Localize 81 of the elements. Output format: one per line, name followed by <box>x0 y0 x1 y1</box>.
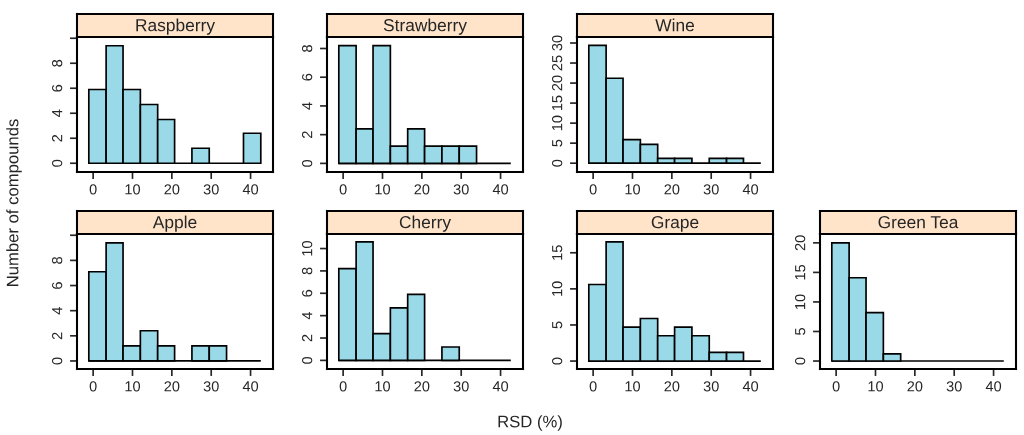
y-tick-label: 25 <box>551 55 563 71</box>
y-tick-label: 6 <box>51 282 63 289</box>
x-tick-label: 10 <box>125 184 141 195</box>
x-tick-label: 40 <box>985 381 1002 392</box>
x-tick-label: 40 <box>742 381 759 392</box>
x-tick-label: 30 <box>703 381 719 392</box>
y-tick-label: 5 <box>795 328 806 335</box>
x-tick-label: 30 <box>203 184 219 195</box>
x-tick-label: 20 <box>164 381 180 392</box>
y-tick-label: 2 <box>301 131 313 138</box>
chart-title: Grape <box>651 216 699 232</box>
y-tick-label: 2 <box>301 334 313 342</box>
y-tick-label: 8 <box>301 267 313 275</box>
y-tick-label: 6 <box>301 289 313 297</box>
x-tick-label: 40 <box>492 381 509 392</box>
chart-title: Wine <box>655 18 695 32</box>
y-tick-label: 10 <box>301 241 313 256</box>
y-tick-label: 4 <box>302 312 313 320</box>
y-tick-label: 20 <box>551 75 563 91</box>
x-tick-label: 20 <box>414 381 430 392</box>
x-tick-label: 20 <box>164 184 180 195</box>
y-tick-label: 4 <box>52 109 63 117</box>
y-tick-label: 2 <box>51 332 63 340</box>
y-tick-label: 8 <box>51 59 63 67</box>
chart-title: Raspberry <box>136 18 216 35</box>
y-tick-label: 4 <box>52 307 63 315</box>
y-axis-title: Number of compounds <box>6 119 22 286</box>
y-tick-label: 5 <box>552 139 563 147</box>
y-tick-label: 8 <box>301 45 313 52</box>
x-tick-label: 30 <box>703 184 719 195</box>
x-tick-label: 40 <box>242 184 259 195</box>
y-tick-label: 15 <box>552 95 563 111</box>
chart-title: Apple <box>152 215 197 232</box>
y-tick-label: 0 <box>51 357 63 365</box>
x-tick-label: 10 <box>375 381 391 392</box>
y-tick-label: 8 <box>51 256 63 264</box>
x-tick-label: 10 <box>625 381 641 392</box>
x-tick-label: 0 <box>339 381 347 392</box>
y-tick-label: 10 <box>551 281 563 296</box>
x-tick-label: 10 <box>375 184 391 195</box>
y-tick-label: 0 <box>301 159 313 167</box>
x-tick-label: 20 <box>664 184 680 195</box>
x-tick-label: 0 <box>89 381 97 392</box>
x-tick-label: 20 <box>664 381 680 392</box>
x-tick-label: 40 <box>492 184 509 195</box>
x-tick-label: 40 <box>742 184 759 195</box>
x-tick-label: 0 <box>832 381 840 392</box>
y-tick-label: 10 <box>794 294 806 309</box>
y-tick-label: 0 <box>551 159 563 167</box>
x-tick-label: 10 <box>625 184 641 195</box>
y-tick-label: 15 <box>795 264 806 280</box>
x-tick-label: 20 <box>907 381 923 392</box>
x-tick-label: 30 <box>453 184 469 195</box>
x-tick-label: 10 <box>868 381 884 392</box>
y-tick-label: 5 <box>552 321 563 329</box>
y-tick-label: 0 <box>301 356 313 364</box>
y-tick-label: 4 <box>302 102 313 110</box>
x-tick-label: 0 <box>589 381 597 392</box>
y-tick-label: 10 <box>551 115 563 131</box>
chart-title: Strawberry <box>383 18 467 35</box>
x-axis-title: RSD (%) <box>498 415 562 431</box>
x-tick-label: 10 <box>125 381 141 392</box>
y-tick-label: 2 <box>51 134 63 142</box>
chart-title: Cherry <box>399 215 452 232</box>
x-tick-label: 0 <box>89 184 97 195</box>
y-tick-label: 6 <box>301 73 313 81</box>
x-tick-label: 40 <box>242 381 259 392</box>
x-tick-label: 0 <box>589 184 597 195</box>
y-tick-label: 15 <box>552 245 563 260</box>
y-tick-label: 6 <box>51 84 63 92</box>
x-tick-label: 30 <box>946 381 962 392</box>
chart-title: Green Tea <box>878 216 959 229</box>
x-tick-label: 0 <box>339 184 347 195</box>
x-tick-label: 30 <box>453 381 469 392</box>
x-tick-label: 30 <box>203 381 219 392</box>
y-tick-label: 0 <box>51 159 63 167</box>
y-tick-label: 20 <box>794 235 806 251</box>
y-tick-label: 0 <box>794 357 806 365</box>
x-tick-label: 20 <box>414 184 430 195</box>
y-tick-label: 30 <box>551 35 563 51</box>
y-tick-label: 0 <box>551 357 563 365</box>
